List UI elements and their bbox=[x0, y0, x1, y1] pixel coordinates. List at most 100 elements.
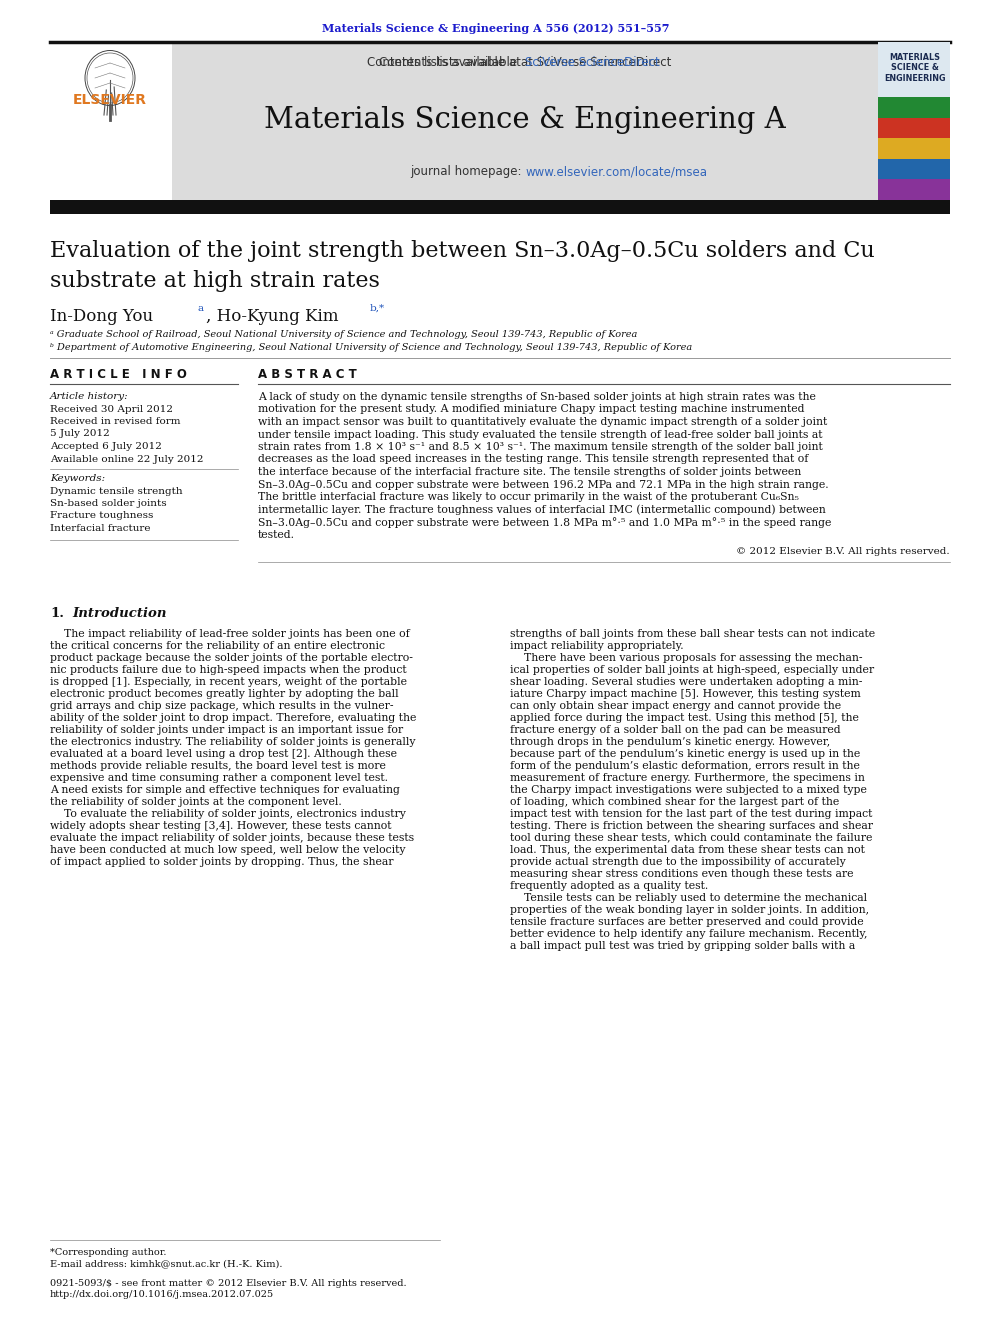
Text: the reliability of solder joints at the component level.: the reliability of solder joints at the … bbox=[50, 796, 342, 807]
Text: ability of the solder joint to drop impact. Therefore, evaluating the: ability of the solder joint to drop impa… bbox=[50, 713, 417, 722]
Bar bbox=[50, 42, 172, 200]
Bar bbox=[878, 180, 950, 200]
Text: a ball impact pull test was tried by gripping solder balls with a: a ball impact pull test was tried by gri… bbox=[510, 941, 855, 951]
Text: *Corresponding author.: *Corresponding author. bbox=[50, 1248, 167, 1257]
Text: Article history:: Article history: bbox=[50, 392, 129, 401]
Text: Dynamic tensile strength: Dynamic tensile strength bbox=[50, 487, 183, 496]
Text: tested.: tested. bbox=[258, 529, 295, 540]
Text: Available online 22 July 2012: Available online 22 July 2012 bbox=[50, 455, 203, 463]
Text: b,*: b,* bbox=[370, 304, 385, 314]
Text: expensive and time consuming rather a component level test.: expensive and time consuming rather a co… bbox=[50, 773, 388, 783]
Text: The impact reliability of lead-free solder joints has been one of: The impact reliability of lead-free sold… bbox=[50, 628, 410, 639]
Text: measuring shear stress conditions even though these tests are: measuring shear stress conditions even t… bbox=[510, 869, 853, 878]
Bar bbox=[878, 42, 950, 97]
Text: 5 July 2012: 5 July 2012 bbox=[50, 430, 110, 438]
Text: www.elsevier.com/locate/msea: www.elsevier.com/locate/msea bbox=[525, 165, 707, 179]
Text: can only obtain shear impact energy and cannot provide the: can only obtain shear impact energy and … bbox=[510, 701, 841, 710]
Text: measurement of fracture energy. Furthermore, the specimens in: measurement of fracture energy. Furtherm… bbox=[510, 773, 865, 783]
Text: Interfacial fracture: Interfacial fracture bbox=[50, 524, 151, 533]
Bar bbox=[878, 97, 950, 118]
Text: Sn–3.0Ag–0.5Cu and copper substrate were between 1.8 MPa m°⋅⁵ and 1.0 MPa m°⋅⁵ i: Sn–3.0Ag–0.5Cu and copper substrate were… bbox=[258, 517, 831, 528]
Text: of loading, which combined shear for the largest part of the: of loading, which combined shear for the… bbox=[510, 796, 839, 807]
Text: ical properties of solder ball joints at high-speed, especially under: ical properties of solder ball joints at… bbox=[510, 665, 874, 675]
Text: decreases as the load speed increases in the testing range. This tensile strengt: decreases as the load speed increases in… bbox=[258, 455, 808, 464]
Text: through drops in the pendulum’s kinetic energy. However,: through drops in the pendulum’s kinetic … bbox=[510, 737, 830, 747]
Text: Fracture toughness: Fracture toughness bbox=[50, 512, 154, 520]
Text: To evaluate the reliability of solder joints, electronics industry: To evaluate the reliability of solder jo… bbox=[50, 808, 406, 819]
Text: Tensile tests can be reliably used to determine the mechanical: Tensile tests can be reliably used to de… bbox=[510, 893, 867, 904]
Text: SciVerse ScienceDirect: SciVerse ScienceDirect bbox=[525, 57, 660, 70]
Text: tool during these shear tests, which could contaminate the failure: tool during these shear tests, which cou… bbox=[510, 833, 872, 843]
Text: with an impact sensor was built to quantitatively evaluate the dynamic impact st: with an impact sensor was built to quant… bbox=[258, 417, 827, 427]
Text: properties of the weak bonding layer in solder joints. In addition,: properties of the weak bonding layer in … bbox=[510, 905, 869, 916]
Bar bbox=[878, 118, 950, 138]
Bar bbox=[878, 42, 950, 200]
Text: ᵇ Department of Automotive Engineering, Seoul National University of Science and: ᵇ Department of Automotive Engineering, … bbox=[50, 343, 692, 352]
Text: testing. There is friction between the shearing surfaces and shear: testing. There is friction between the s… bbox=[510, 822, 873, 831]
Text: the Charpy impact investigations were subjected to a mixed type: the Charpy impact investigations were su… bbox=[510, 785, 867, 795]
Text: Sn–3.0Ag–0.5Cu and copper substrate were between 196.2 MPa and 72.1 MPa in the h: Sn–3.0Ag–0.5Cu and copper substrate were… bbox=[258, 479, 828, 490]
Text: of impact applied to solder joints by dropping. Thus, the shear: of impact applied to solder joints by dr… bbox=[50, 857, 394, 867]
Text: Evaluation of the joint strength between Sn–3.0Ag–0.5Cu solders and Cu: Evaluation of the joint strength between… bbox=[50, 239, 875, 262]
Bar bbox=[172, 42, 878, 200]
Text: intermetallic layer. The fracture toughness values of interfacial IMC (intermeta: intermetallic layer. The fracture toughn… bbox=[258, 504, 825, 515]
Text: tensile fracture surfaces are better preserved and could provide: tensile fracture surfaces are better pre… bbox=[510, 917, 864, 927]
Text: provide actual strength due to the impossibility of accurately: provide actual strength due to the impos… bbox=[510, 857, 846, 867]
Text: In-Dong You: In-Dong You bbox=[50, 308, 153, 325]
Text: the interface because of the interfacial fracture site. The tensile strengths of: the interface because of the interfacial… bbox=[258, 467, 802, 478]
Text: evaluated at a board level using a drop test [2]. Although these: evaluated at a board level using a drop … bbox=[50, 749, 397, 759]
Text: the electronics industry. The reliability of solder joints is generally: the electronics industry. The reliabilit… bbox=[50, 737, 416, 747]
Text: the critical concerns for the reliability of an entire electronic: the critical concerns for the reliabilit… bbox=[50, 642, 385, 651]
Text: E-mail address: kimhk@snut.ac.kr (H.-K. Kim).: E-mail address: kimhk@snut.ac.kr (H.-K. … bbox=[50, 1259, 283, 1267]
Text: © 2012 Elsevier B.V. All rights reserved.: © 2012 Elsevier B.V. All rights reserved… bbox=[736, 546, 950, 556]
Text: There have been various proposals for assessing the mechan-: There have been various proposals for as… bbox=[510, 654, 862, 663]
Text: methods provide reliable results, the board level test is more: methods provide reliable results, the bo… bbox=[50, 761, 386, 771]
Text: journal homepage:: journal homepage: bbox=[410, 165, 525, 179]
Text: evaluate the impact reliability of solder joints, because these tests: evaluate the impact reliability of solde… bbox=[50, 833, 414, 843]
Text: shear loading. Several studies were undertaken adopting a min-: shear loading. Several studies were unde… bbox=[510, 677, 862, 687]
Text: under tensile impact loading. This study evaluated the tensile strength of lead-: under tensile impact loading. This study… bbox=[258, 430, 822, 439]
Text: widely adopts shear testing [3,4]. However, these tests cannot: widely adopts shear testing [3,4]. Howev… bbox=[50, 822, 392, 831]
Bar bbox=[878, 159, 950, 180]
Text: http://dx.doi.org/10.1016/j.msea.2012.07.025: http://dx.doi.org/10.1016/j.msea.2012.07… bbox=[50, 1290, 274, 1299]
Text: form of the pendulum’s elastic deformation, errors result in the: form of the pendulum’s elastic deformati… bbox=[510, 761, 860, 771]
Text: applied force during the impact test. Using this method [5], the: applied force during the impact test. Us… bbox=[510, 713, 859, 722]
Text: Materials Science & Engineering A 556 (2012) 551–557: Materials Science & Engineering A 556 (2… bbox=[322, 22, 670, 33]
Text: Sn-based solder joints: Sn-based solder joints bbox=[50, 499, 167, 508]
Bar bbox=[878, 138, 950, 159]
Text: frequently adopted as a quality test.: frequently adopted as a quality test. bbox=[510, 881, 708, 890]
Text: is dropped [1]. Especially, in recent years, weight of the portable: is dropped [1]. Especially, in recent ye… bbox=[50, 677, 407, 687]
Text: A B S T R A C T: A B S T R A C T bbox=[258, 368, 357, 381]
Text: better evidence to help identify any failure mechanism. Recently,: better evidence to help identify any fai… bbox=[510, 929, 867, 939]
Text: MATERIALS
SCIENCE &
ENGINEERING: MATERIALS SCIENCE & ENGINEERING bbox=[884, 53, 945, 83]
Text: motivation for the present study. A modified miniature Chapy impact testing mach: motivation for the present study. A modi… bbox=[258, 405, 805, 414]
Text: , Ho-Kyung Kim: , Ho-Kyung Kim bbox=[206, 308, 338, 325]
Text: A lack of study on the dynamic tensile strengths of Sn-based solder joints at hi: A lack of study on the dynamic tensile s… bbox=[258, 392, 815, 402]
Text: A R T I C L E   I N F O: A R T I C L E I N F O bbox=[50, 368, 186, 381]
Text: Materials Science & Engineering A: Materials Science & Engineering A bbox=[264, 106, 786, 134]
Text: 1.: 1. bbox=[50, 607, 64, 620]
Text: have been conducted at much low speed, well below the velocity: have been conducted at much low speed, w… bbox=[50, 845, 406, 855]
Text: iature Charpy impact machine [5]. However, this testing system: iature Charpy impact machine [5]. Howeve… bbox=[510, 689, 861, 699]
Text: A need exists for simple and effective techniques for evaluating: A need exists for simple and effective t… bbox=[50, 785, 400, 795]
Text: ᵃ Graduate School of Railroad, Seoul National University of Science and Technolo: ᵃ Graduate School of Railroad, Seoul Nat… bbox=[50, 329, 638, 339]
Text: Keywords:: Keywords: bbox=[50, 474, 105, 483]
Text: Introduction: Introduction bbox=[72, 607, 167, 620]
Text: Received 30 April 2012: Received 30 April 2012 bbox=[50, 405, 173, 414]
Text: load. Thus, the experimental data from these shear tests can not: load. Thus, the experimental data from t… bbox=[510, 845, 865, 855]
Text: substrate at high strain rates: substrate at high strain rates bbox=[50, 270, 380, 292]
Text: electronic product becomes greatly lighter by adopting the ball: electronic product becomes greatly light… bbox=[50, 689, 399, 699]
Text: The brittle interfacial fracture was likely to occur primarily in the waist of t: The brittle interfacial fracture was lik… bbox=[258, 492, 799, 501]
Text: nic products failure due to high-speed impacts when the product: nic products failure due to high-speed i… bbox=[50, 665, 407, 675]
Text: product package because the solder joints of the portable electro-: product package because the solder joint… bbox=[50, 654, 413, 663]
Text: strain rates from 1.8 × 10³ s⁻¹ and 8.5 × 10³ s⁻¹. The maximum tensile strength : strain rates from 1.8 × 10³ s⁻¹ and 8.5 … bbox=[258, 442, 822, 452]
Text: Accepted 6 July 2012: Accepted 6 July 2012 bbox=[50, 442, 162, 451]
Text: because part of the pendulum’s kinetic energy is used up in the: because part of the pendulum’s kinetic e… bbox=[510, 749, 860, 759]
Text: impact reliability appropriately.: impact reliability appropriately. bbox=[510, 642, 683, 651]
Text: 0921-5093/$ - see front matter © 2012 Elsevier B.V. All rights reserved.: 0921-5093/$ - see front matter © 2012 El… bbox=[50, 1279, 407, 1289]
Text: impact test with tension for the last part of the test during impact: impact test with tension for the last pa… bbox=[510, 808, 872, 819]
Text: Contents lists available at SciVerse ScienceDirect: Contents lists available at SciVerse Sci… bbox=[379, 57, 672, 70]
Text: ELSEVIER: ELSEVIER bbox=[73, 93, 147, 107]
Text: fracture energy of a solder ball on the pad can be measured: fracture energy of a solder ball on the … bbox=[510, 725, 840, 736]
Text: strengths of ball joints from these ball shear tests can not indicate: strengths of ball joints from these ball… bbox=[510, 628, 875, 639]
